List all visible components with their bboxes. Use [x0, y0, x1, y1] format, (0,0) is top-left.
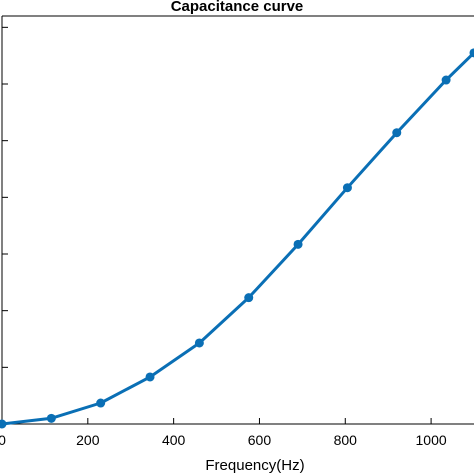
x-tick-label-2: 400 [162, 432, 186, 448]
x-tick-label-3: 600 [248, 432, 272, 448]
chart-title: Capacitance curve [171, 0, 304, 15]
data-point-3 [145, 372, 155, 382]
x-tick-label-0: 0 [0, 432, 6, 448]
axes-frame [1, 15, 474, 425]
data-point-6 [293, 239, 303, 249]
x-tick-label-1: 200 [76, 432, 100, 448]
x-tick-label-4: 800 [334, 432, 358, 448]
data-point-10 [469, 48, 474, 58]
x-tick-label-5: 1000 [416, 432, 447, 448]
data-point-1 [46, 413, 56, 423]
y-axis-ticks [2, 26, 8, 368]
data-point-4 [194, 338, 204, 348]
series-line-0 [1, 51, 474, 426]
x-axis-ticks [1, 418, 432, 424]
data-point-8 [392, 128, 402, 138]
data-point-7 [342, 183, 352, 193]
series-layer [0, 48, 474, 429]
data-point-9 [441, 75, 451, 85]
x-axis-tick-labels: 0 200 400 600 800 1000 [0, 432, 447, 448]
x-axis-label: Frequency(Hz) [205, 457, 304, 474]
data-point-0 [0, 419, 7, 429]
data-point-5 [244, 293, 254, 303]
data-point-2 [96, 398, 106, 408]
